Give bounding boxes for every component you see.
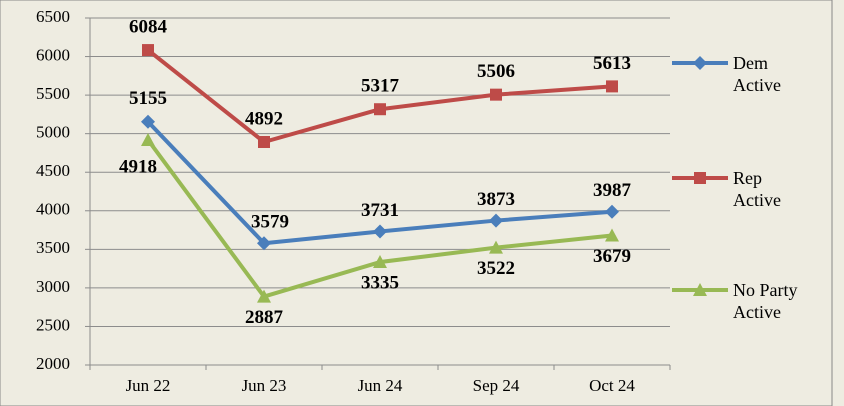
data-label: 5155 — [129, 88, 167, 109]
marker — [605, 204, 619, 219]
data-label: 3335 — [361, 272, 399, 293]
marker — [257, 289, 271, 303]
data-label: 3731 — [361, 200, 399, 221]
y-tick-label: 5500 — [36, 84, 70, 103]
data-label: 6084 — [129, 16, 168, 37]
marker — [605, 228, 619, 242]
y-tick-label: 3500 — [36, 238, 70, 257]
y-tick-label: 2000 — [36, 354, 70, 373]
marker — [373, 255, 387, 269]
marker — [141, 114, 155, 129]
data-label: 5613 — [593, 53, 631, 74]
data-label: 3873 — [477, 189, 515, 210]
x-tick-label: Jun 23 — [242, 376, 287, 395]
marker — [489, 240, 503, 254]
y-tick-label: 4500 — [36, 161, 70, 180]
legend-entry: Dem Active — [733, 53, 781, 95]
x-tick-label: Jun 24 — [358, 376, 403, 395]
data-label: 2887 — [245, 307, 284, 328]
legend-label: Dem Active — [733, 53, 781, 95]
legend-label: Rep Active — [733, 168, 781, 210]
y-tick-label: 2500 — [36, 315, 70, 334]
data-label: 5317 — [361, 76, 400, 97]
y-tick-label: 4000 — [36, 200, 70, 219]
data-label: 5506 — [477, 61, 515, 82]
y-tick-label: 6000 — [36, 45, 70, 64]
data-label: 4892 — [245, 108, 283, 129]
data-label: 3579 — [251, 212, 289, 233]
x-tick-label: Sep 24 — [473, 376, 520, 395]
marker — [257, 236, 271, 251]
marker — [694, 172, 706, 184]
y-tick-label: 6500 — [36, 7, 70, 26]
data-label: 3679 — [593, 246, 631, 267]
marker — [373, 224, 387, 239]
y-tick-label: 5000 — [36, 123, 70, 142]
y-tick-label: 3000 — [36, 277, 70, 296]
data-label: 4918 — [119, 156, 157, 177]
marker — [606, 80, 618, 93]
data-label: 3987 — [593, 180, 632, 201]
marker — [693, 56, 707, 70]
legend-label: No Party Active — [733, 280, 798, 322]
x-tick-label: Oct 24 — [589, 376, 635, 395]
marker — [489, 213, 503, 228]
marker — [142, 44, 154, 57]
legend-entry: No Party Active — [733, 280, 798, 322]
marker — [490, 88, 502, 101]
marker — [258, 135, 270, 148]
x-tick-label: Jun 22 — [126, 376, 171, 395]
marker — [693, 283, 707, 296]
marker — [141, 132, 155, 146]
marker — [374, 103, 386, 116]
legend-entry: Rep Active — [733, 168, 781, 210]
data-label: 3522 — [477, 258, 515, 279]
